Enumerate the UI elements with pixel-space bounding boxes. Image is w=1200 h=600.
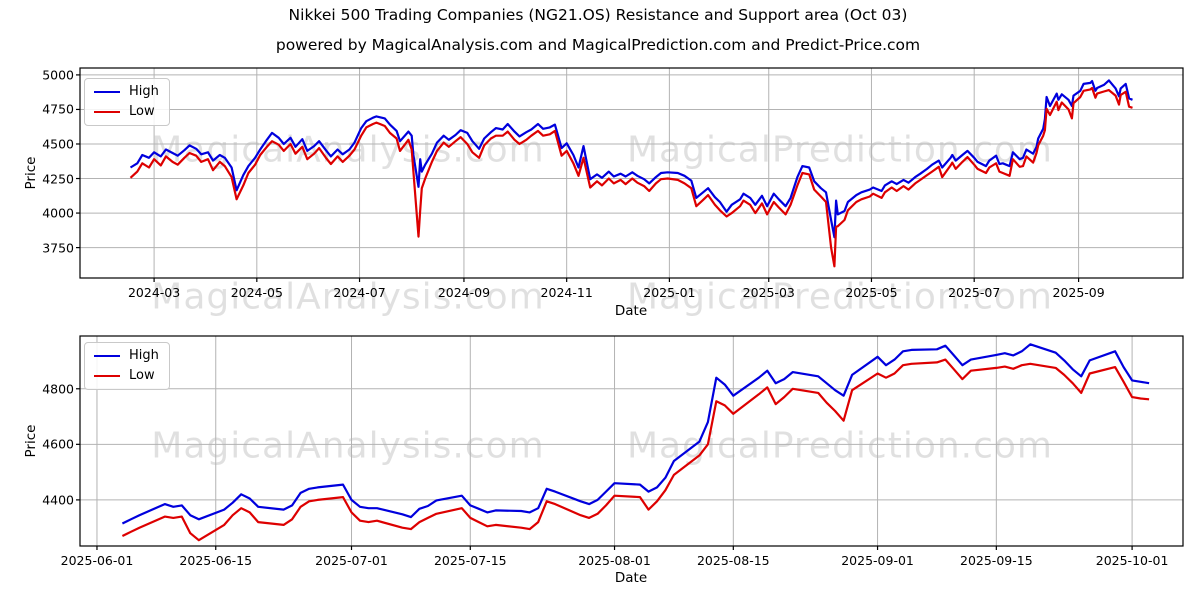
legend-row-high: High <box>85 82 169 102</box>
x-tick-label: 2024-11 <box>540 285 593 300</box>
low-line <box>129 86 1133 268</box>
legend-row-low: Low <box>85 366 169 386</box>
x-tick-label: 2025-07-15 <box>433 553 507 568</box>
legend-label-high: High <box>129 84 159 99</box>
figure-title: Nikkei 500 Trading Companies (NG21.OS) R… <box>288 6 908 24</box>
axes-frame <box>79 335 1184 547</box>
watermark-prediction-bottom: MagicalPrediction.com <box>627 425 1053 467</box>
x-tick-label: 2025-08-15 <box>696 553 770 568</box>
legend-row-low: Low <box>85 102 169 122</box>
top-chart-legend: High Low <box>84 78 170 126</box>
x-tick-label: 2024-07 <box>333 285 386 300</box>
y-tick-label: 4250 <box>42 171 74 187</box>
bottom-chart-legend: High Low <box>84 342 170 390</box>
high-line <box>129 79 1133 239</box>
x-tick-label: 2025-06-15 <box>179 553 253 568</box>
legend-label-high: High <box>129 348 159 363</box>
y-tick-label: 3750 <box>42 240 74 256</box>
x-tick-label: 2025-07-01 <box>315 553 388 568</box>
watermark-prediction-middle: MagicalPrediction.com <box>627 276 1053 318</box>
axes-frame <box>79 67 1184 279</box>
y-tick-label: 4750 <box>42 101 74 117</box>
bottom-chart-xlabel: Date <box>614 570 648 586</box>
x-tick-label: 2025-08-01 <box>578 553 651 568</box>
legend-label-low: Low <box>129 104 155 119</box>
low-line-swatch <box>94 375 120 377</box>
bottom-chart-ylabel: Price <box>23 424 39 458</box>
x-tick-label: 2025-10-01 <box>1095 553 1169 568</box>
y-tick-label: 4500 <box>42 136 74 152</box>
y-tick-label: 5000 <box>42 67 74 83</box>
x-tick-label: 2025-03 <box>742 285 795 300</box>
y-tick-label: 4600 <box>42 436 74 452</box>
legend-label-low: Low <box>129 368 155 383</box>
x-tick-label: 2025-07 <box>948 285 1001 300</box>
x-tick-label: 2025-06-01 <box>60 553 134 568</box>
low-line <box>121 358 1150 542</box>
x-tick-label: 2024-09 <box>437 285 491 300</box>
x-tick-label: 2025-09-15 <box>960 553 1033 568</box>
high-line <box>121 343 1150 525</box>
x-tick-label: 2025-09 <box>1052 285 1105 300</box>
low-line-swatch <box>94 111 120 113</box>
watermark-analysis-middle: MagicalAnalysis.com <box>151 276 545 318</box>
x-tick-label: 2024-05 <box>230 285 283 300</box>
x-tick-label: 2025-05 <box>845 285 898 300</box>
x-tick-label: 2024-03 <box>127 285 181 300</box>
y-tick-label: 4800 <box>42 381 74 397</box>
x-tick-label: 2025-01 <box>643 285 696 300</box>
high-line-swatch <box>94 91 120 93</box>
legend-row-high: High <box>85 346 169 366</box>
watermark-analysis-bottom: MagicalAnalysis.com <box>151 425 545 467</box>
x-tick-label: 2025-09-01 <box>841 553 914 568</box>
y-tick-label: 4400 <box>42 492 74 508</box>
high-line-swatch <box>94 355 120 357</box>
top-chart-xlabel: Date <box>614 303 648 319</box>
figure-subtitle: powered by MagicalAnalysis.com and Magic… <box>275 36 921 54</box>
y-tick-label: 4000 <box>42 205 74 221</box>
top-chart-ylabel: Price <box>23 156 39 190</box>
